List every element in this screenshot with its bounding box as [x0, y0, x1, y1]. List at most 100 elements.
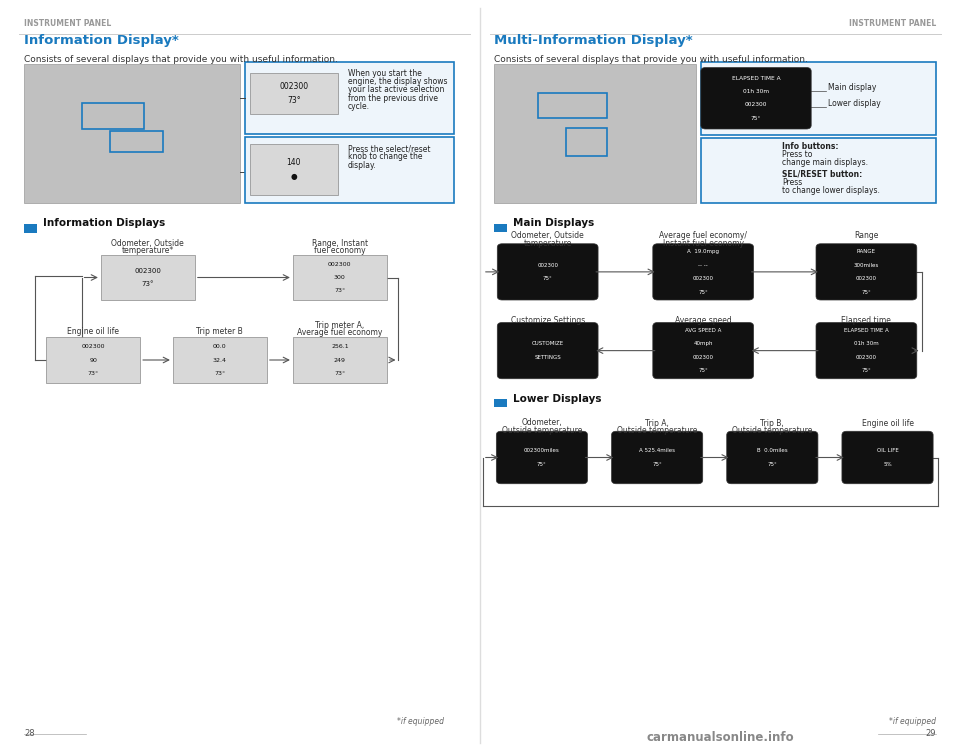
FancyBboxPatch shape — [250, 144, 338, 195]
Text: 300: 300 — [334, 275, 346, 280]
Text: -- --: -- -- — [698, 262, 708, 268]
Text: knob to change the: knob to change the — [348, 152, 422, 161]
FancyBboxPatch shape — [497, 244, 598, 300]
Text: ●: ● — [291, 172, 297, 181]
Text: 01h 30m: 01h 30m — [743, 89, 769, 94]
Text: to change lower displays.: to change lower displays. — [782, 186, 880, 195]
Text: 256.1: 256.1 — [331, 344, 348, 349]
Text: Consists of several displays that provide you with useful information.: Consists of several displays that provid… — [24, 55, 338, 64]
Text: Information Display*: Information Display* — [24, 34, 179, 46]
Text: Range, Instant: Range, Instant — [312, 238, 368, 248]
FancyBboxPatch shape — [494, 399, 507, 407]
Text: 002300: 002300 — [693, 276, 713, 281]
Text: 75°: 75° — [698, 368, 708, 374]
Text: Press: Press — [782, 178, 803, 187]
Text: Engine oil life: Engine oil life — [861, 419, 914, 428]
FancyBboxPatch shape — [653, 244, 754, 300]
Text: 002300: 002300 — [538, 262, 558, 268]
Text: Trip meter B: Trip meter B — [197, 327, 243, 336]
FancyBboxPatch shape — [293, 338, 387, 382]
FancyBboxPatch shape — [816, 244, 917, 300]
Text: *if equipped: *if equipped — [889, 717, 936, 726]
Text: Elapsed time: Elapsed time — [842, 316, 891, 325]
Text: 5%: 5% — [883, 462, 892, 466]
Text: 75°: 75° — [767, 462, 778, 466]
Text: Instant fuel economy: Instant fuel economy — [662, 238, 744, 248]
Text: 73°: 73° — [87, 371, 99, 376]
Text: 002300: 002300 — [328, 262, 351, 266]
FancyBboxPatch shape — [706, 146, 775, 196]
Text: INSTRUMENT PANEL: INSTRUMENT PANEL — [849, 19, 936, 28]
Text: A 525.4miles: A 525.4miles — [639, 448, 675, 453]
Text: temperature*: temperature* — [122, 246, 174, 255]
FancyBboxPatch shape — [727, 431, 818, 484]
Text: ELAPSED TIME A: ELAPSED TIME A — [844, 328, 889, 333]
Text: your last active selection: your last active selection — [348, 86, 444, 94]
Text: SETTINGS: SETTINGS — [535, 355, 561, 360]
Text: Odometer,: Odometer, — [521, 419, 563, 428]
FancyBboxPatch shape — [24, 64, 240, 202]
Text: 002300: 002300 — [856, 276, 876, 281]
Text: Trip B,: Trip B, — [760, 419, 784, 428]
Text: 002300: 002300 — [745, 103, 767, 107]
Text: Trip A,: Trip A, — [645, 419, 669, 428]
Text: from the previous drive: from the previous drive — [348, 94, 438, 103]
Text: Main Displays: Main Displays — [513, 218, 594, 229]
Text: 01h 30m: 01h 30m — [854, 341, 878, 346]
Text: A  19.0mpg: A 19.0mpg — [687, 249, 719, 254]
FancyBboxPatch shape — [816, 322, 917, 379]
Text: 28: 28 — [24, 729, 35, 738]
FancyBboxPatch shape — [250, 73, 338, 114]
FancyBboxPatch shape — [842, 431, 933, 484]
Text: Average speed: Average speed — [675, 316, 732, 325]
FancyBboxPatch shape — [497, 322, 598, 379]
Text: cycle.: cycle. — [348, 102, 370, 111]
FancyBboxPatch shape — [46, 338, 140, 382]
Text: carmanualsonline.info: carmanualsonline.info — [646, 731, 794, 744]
Text: 300miles: 300miles — [853, 262, 879, 268]
Text: Lower Displays: Lower Displays — [513, 394, 601, 404]
Text: 002300: 002300 — [856, 355, 876, 360]
Text: Consists of several displays that provide you with useful information.: Consists of several displays that provid… — [494, 55, 808, 64]
Text: 002300: 002300 — [82, 344, 105, 349]
Text: B  0.0miles: B 0.0miles — [757, 448, 787, 453]
Text: Info buttons:: Info buttons: — [782, 142, 839, 151]
Text: Customize Settings: Customize Settings — [511, 316, 585, 325]
Text: fuel economy: fuel economy — [314, 246, 366, 255]
Text: 75°: 75° — [542, 276, 553, 281]
FancyBboxPatch shape — [293, 255, 387, 300]
FancyBboxPatch shape — [496, 431, 588, 484]
Text: Outside temperature: Outside temperature — [617, 426, 697, 435]
Text: 90: 90 — [89, 358, 97, 362]
Text: Average fuel economy: Average fuel economy — [298, 328, 382, 338]
Text: *if equipped: *if equipped — [396, 717, 444, 726]
FancyBboxPatch shape — [701, 138, 936, 202]
Text: 75°: 75° — [751, 116, 761, 121]
Text: 29: 29 — [925, 729, 936, 738]
Text: 75°: 75° — [698, 290, 708, 295]
Text: Lower display: Lower display — [828, 99, 880, 108]
Text: 73°: 73° — [141, 281, 155, 287]
Text: temperature: temperature — [523, 238, 572, 248]
Text: display.: display. — [348, 160, 376, 170]
FancyBboxPatch shape — [245, 62, 454, 134]
Text: Main display: Main display — [828, 82, 876, 92]
Text: 002300: 002300 — [693, 355, 713, 360]
Text: 249: 249 — [334, 358, 346, 362]
Text: INSTRUMENT PANEL: INSTRUMENT PANEL — [24, 19, 111, 28]
Text: Range: Range — [854, 231, 878, 240]
Text: 73°: 73° — [287, 96, 300, 105]
Text: 32.4: 32.4 — [213, 358, 227, 362]
Text: 75°: 75° — [861, 368, 872, 374]
FancyBboxPatch shape — [612, 431, 703, 484]
Text: Outside temperature: Outside temperature — [502, 426, 582, 435]
FancyBboxPatch shape — [101, 255, 195, 300]
FancyBboxPatch shape — [245, 136, 454, 202]
Text: 73°: 73° — [214, 371, 226, 376]
FancyBboxPatch shape — [701, 68, 811, 129]
Text: Odometer, Outside: Odometer, Outside — [111, 238, 184, 248]
Text: OIL LIFE: OIL LIFE — [876, 448, 899, 453]
Text: 00.0: 00.0 — [213, 344, 227, 349]
Text: SEL/RESET button:: SEL/RESET button: — [782, 170, 863, 178]
Text: engine, the display shows: engine, the display shows — [348, 77, 447, 86]
